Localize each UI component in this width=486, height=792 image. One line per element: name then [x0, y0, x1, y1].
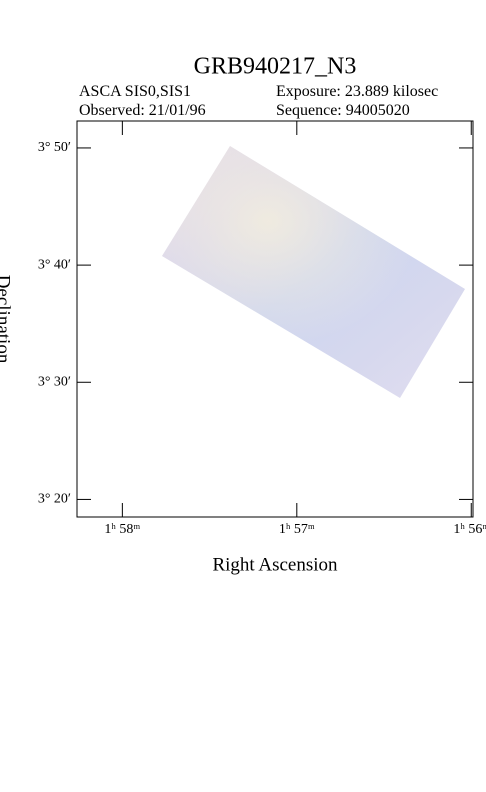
plot-frame	[76, 120, 474, 518]
y-tick-label: 3° 30′	[38, 374, 71, 389]
x-tick-label: 1ʰ 56ᵐ	[453, 522, 486, 537]
y-tick-label: 3° 40′	[38, 257, 71, 272]
x-tick-label: 1ʰ 57ᵐ	[279, 522, 315, 537]
y-tick-label: 3° 50′	[38, 140, 71, 155]
x-tick-label: 1ʰ 58ᵐ	[104, 522, 140, 537]
info-text: Sequence: 94005020	[276, 102, 410, 119]
sky-image-highlight	[162, 146, 465, 398]
info-text: ASCA SIS0,SIS1	[79, 83, 191, 100]
info-text: Observed: 21/01/96	[79, 102, 206, 119]
x-axis-label: Right Ascension	[212, 554, 338, 575]
y-axis-label: Declination	[0, 275, 14, 364]
y-tick-label: 3° 20′	[38, 492, 71, 507]
chart-title: GRB940217_N3	[194, 54, 357, 80]
info-text: Exposure: 23.889 kilosec	[276, 83, 438, 100]
